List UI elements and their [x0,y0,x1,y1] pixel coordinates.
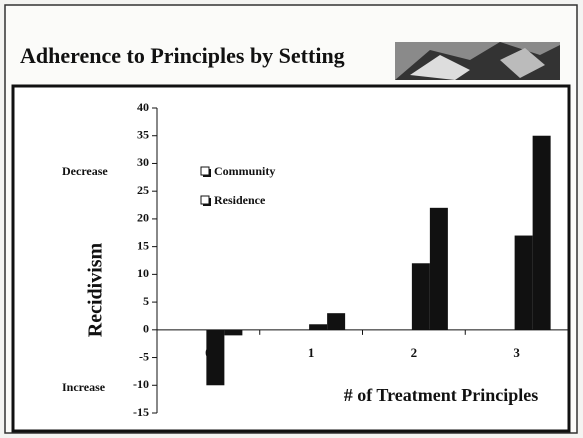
y-tick-label: 10 [137,266,149,280]
page: Adherence to Principles by Setting Decre… [0,0,583,438]
y-tick-label: -10 [133,377,149,391]
annotation: Increase [62,380,106,394]
y-axis-label: Recidivism [85,242,107,337]
y-tick-label: -15 [133,405,149,419]
bar [327,313,345,330]
y-tick-label: 25 [137,183,149,197]
bar [430,208,448,330]
bar [224,330,242,336]
legend-label: Residence [214,193,266,207]
bar [533,136,551,330]
bar [515,236,533,330]
legend-marker [201,167,209,175]
bar [412,263,430,330]
slide: Adherence to Principles by Setting Decre… [0,0,583,438]
x-tick-label: 3 [513,345,520,360]
y-tick-label: 0 [143,322,149,336]
x-tick-label: 2 [411,345,418,360]
y-tick-label: 20 [137,211,149,225]
legend-label: Community [214,164,275,178]
y-tick-label: 35 [137,127,149,141]
x-axis-label: # of Treatment Principles [344,385,538,405]
annotation: Decrease [62,164,108,178]
y-tick-label: -5 [139,349,149,363]
x-tick-label: 1 [308,345,315,360]
bar [309,324,327,330]
y-tick-label: 15 [137,238,149,252]
chart-title: Adherence to Principles by Setting [20,43,345,68]
y-tick-label: 30 [137,155,149,169]
bar [206,330,224,385]
legend-marker [201,196,209,204]
decorative-image [395,42,560,80]
y-tick-label: 40 [137,100,149,114]
y-tick-label: 5 [143,294,149,308]
